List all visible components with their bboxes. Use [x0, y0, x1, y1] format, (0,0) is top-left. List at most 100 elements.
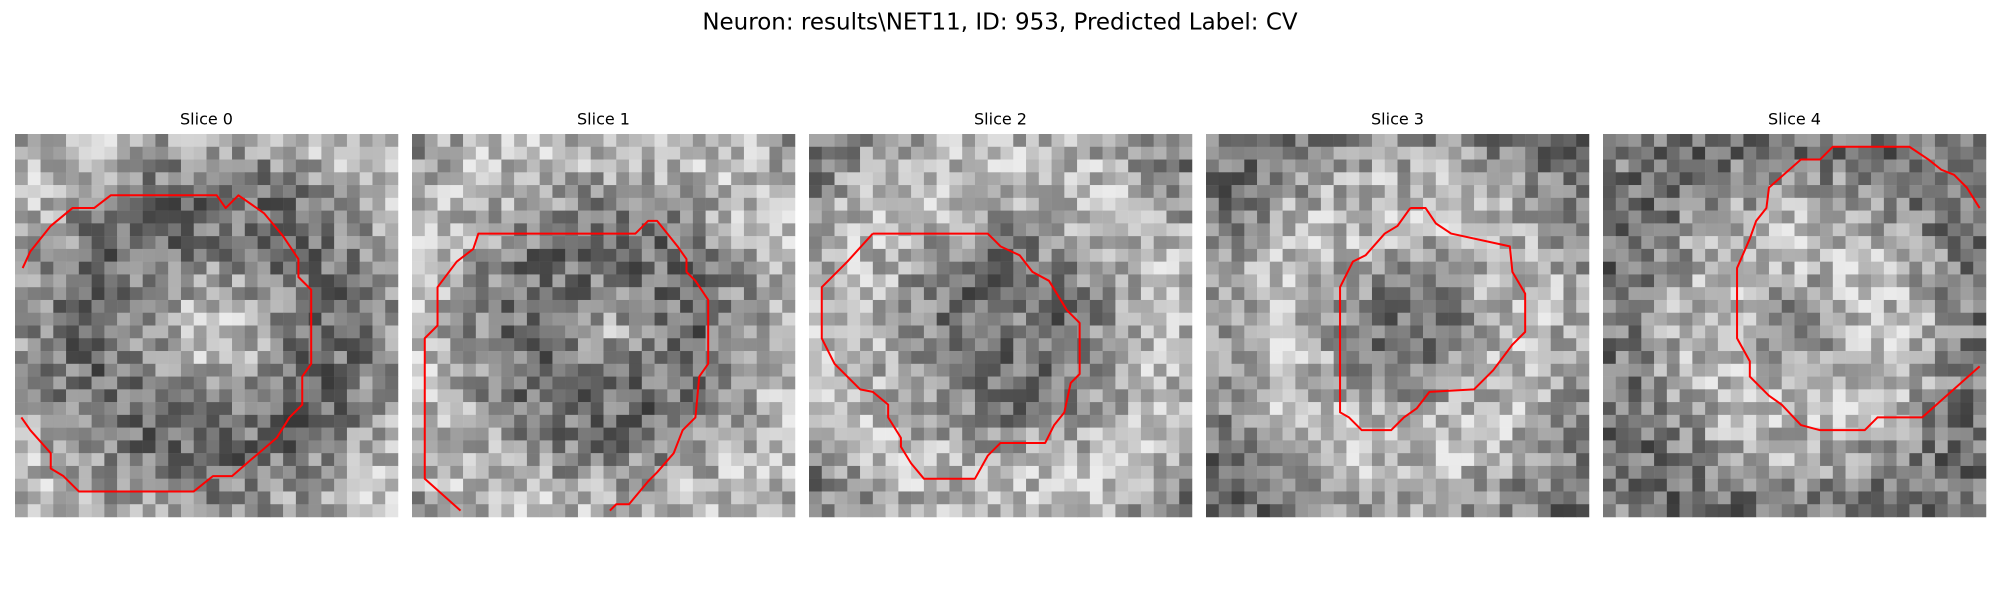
pixel — [1295, 504, 1309, 518]
pixel — [1807, 223, 1821, 237]
pixel — [27, 389, 41, 403]
pixel — [104, 261, 118, 275]
pixel — [463, 210, 477, 224]
pixel — [1218, 325, 1232, 339]
pixel — [450, 376, 464, 390]
pixel — [552, 465, 566, 479]
pixel — [898, 338, 912, 352]
pixel — [206, 197, 220, 211]
pixel — [424, 261, 438, 275]
pixel — [117, 440, 131, 454]
pixel — [1794, 440, 1808, 454]
pixel — [1013, 478, 1027, 492]
pixel — [1051, 134, 1065, 148]
pixel — [501, 465, 515, 479]
pixel — [40, 325, 54, 339]
pixel — [66, 185, 80, 199]
pixel — [1064, 134, 1078, 148]
pixel — [1486, 299, 1500, 313]
pixel — [334, 414, 348, 428]
pixel — [488, 172, 502, 186]
pixel — [244, 465, 258, 479]
pixel — [1883, 389, 1897, 403]
pixel — [1934, 491, 1948, 505]
pixel — [1756, 325, 1770, 339]
pixel — [1461, 325, 1475, 339]
pixel — [372, 299, 386, 313]
pixel — [1474, 453, 1488, 467]
pixel — [1359, 440, 1373, 454]
pixel — [1115, 134, 1129, 148]
pixel — [283, 504, 297, 518]
pixel — [641, 363, 655, 377]
pixel — [1013, 414, 1027, 428]
pixel — [1218, 338, 1232, 352]
pixel — [1115, 478, 1129, 492]
pixel — [321, 236, 335, 250]
pixel — [1832, 274, 1846, 288]
pixel — [731, 440, 745, 454]
pixel — [1346, 491, 1360, 505]
pixel — [1166, 299, 1180, 313]
pixel — [129, 363, 143, 377]
pixel — [1153, 274, 1167, 288]
pixel — [475, 504, 489, 518]
pixel — [270, 338, 284, 352]
pixel — [91, 287, 105, 301]
pixel — [1153, 427, 1167, 441]
pixel — [308, 389, 322, 403]
pixel — [782, 453, 796, 467]
pixel — [1423, 504, 1437, 518]
pixel — [821, 325, 835, 339]
pixel — [1960, 172, 1974, 186]
pixel — [142, 248, 156, 262]
pixel — [155, 338, 169, 352]
pixel — [1359, 325, 1373, 339]
pixel — [603, 134, 617, 148]
pixel — [936, 312, 950, 326]
pixel — [1153, 453, 1167, 467]
pixel — [1115, 274, 1129, 288]
pixel — [1153, 287, 1167, 301]
pixel — [91, 389, 105, 403]
pixel — [1140, 478, 1154, 492]
pixel — [1282, 414, 1296, 428]
pixel — [1089, 402, 1103, 416]
pixel — [1717, 363, 1731, 377]
pixel — [629, 210, 643, 224]
pixel — [1244, 261, 1258, 275]
pixel — [1654, 491, 1668, 505]
pixel — [1474, 325, 1488, 339]
pixel — [1743, 453, 1757, 467]
pixel — [860, 363, 874, 377]
pixel — [1641, 287, 1655, 301]
pixel — [1666, 491, 1680, 505]
pixel — [1743, 478, 1757, 492]
pixel — [1934, 299, 1948, 313]
pixel — [949, 363, 963, 377]
pixel — [898, 197, 912, 211]
pixel — [295, 312, 309, 326]
pixel — [1206, 351, 1220, 365]
pixel — [692, 312, 706, 326]
pixel — [257, 389, 271, 403]
pixel — [1333, 478, 1347, 492]
pixel — [104, 351, 118, 365]
pixel — [680, 376, 694, 390]
pixel — [1654, 414, 1668, 428]
pixel — [1845, 402, 1859, 416]
pixel — [885, 274, 899, 288]
pixel — [1308, 274, 1322, 288]
pixel — [667, 376, 681, 390]
pixel — [1730, 172, 1744, 186]
pixel — [1768, 376, 1782, 390]
pixel — [526, 338, 540, 352]
pixel — [1423, 478, 1437, 492]
pixel — [1128, 389, 1142, 403]
pixel — [1730, 236, 1744, 250]
pixel — [526, 427, 540, 441]
pixel — [1576, 146, 1590, 160]
pixel — [1282, 159, 1296, 173]
pixel — [987, 312, 1001, 326]
pixel — [1359, 261, 1373, 275]
